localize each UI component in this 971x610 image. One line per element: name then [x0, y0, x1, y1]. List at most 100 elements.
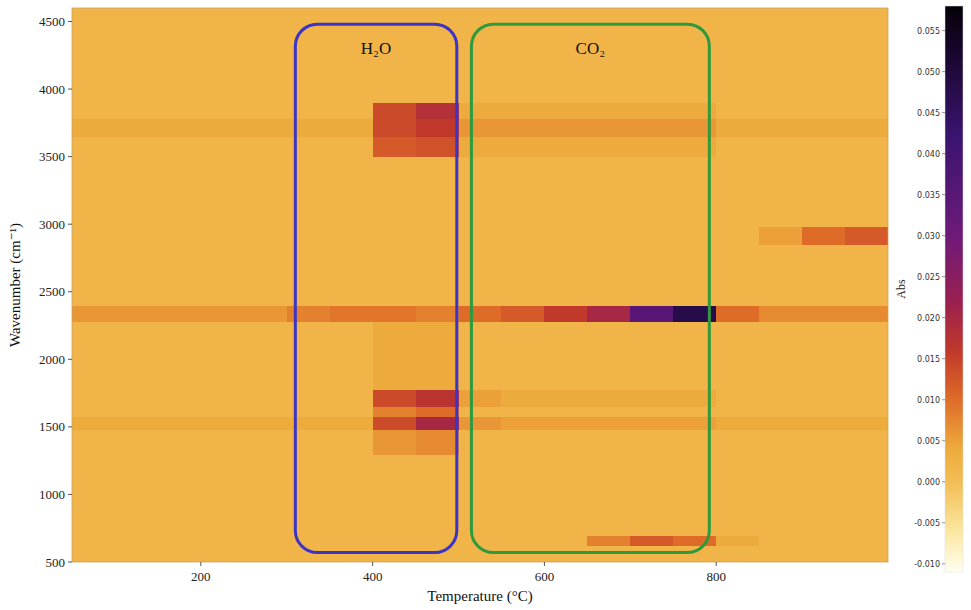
heat-cell	[544, 244, 588, 305]
heat-cell	[244, 321, 288, 389]
heat-cell	[287, 416, 331, 430]
heat-cell	[72, 8, 116, 103]
heat-cell	[373, 321, 417, 389]
heat-cell	[72, 535, 116, 546]
heat-cell	[845, 430, 888, 455]
heat-cell	[802, 103, 846, 120]
colorbar-tick-label: 0.025	[917, 273, 940, 282]
colorbar-tick-label: 0.035	[917, 191, 940, 200]
heat-cell	[115, 321, 159, 389]
heat-cell	[72, 389, 116, 407]
heat-cell	[244, 8, 288, 103]
heat-cell	[759, 8, 803, 103]
heat-cell	[587, 119, 631, 137]
heat-cell	[115, 454, 159, 536]
heat-cell	[373, 305, 417, 322]
heat-cell	[244, 407, 288, 417]
heat-cell	[115, 157, 159, 228]
heat-cell	[716, 157, 760, 228]
heat-cell	[115, 546, 159, 562]
heat-cell	[501, 244, 545, 305]
heat-cell	[373, 136, 417, 157]
heat-cell	[373, 535, 417, 546]
heat-cell	[158, 119, 202, 137]
heat-cell	[201, 8, 245, 103]
x-tick	[200, 562, 201, 566]
heat-cell	[501, 305, 545, 322]
heat-cell	[115, 8, 159, 103]
heat-cell	[115, 535, 159, 546]
colorbar-tick-label: 0.000	[917, 478, 940, 487]
heat-cell	[287, 430, 331, 455]
heat-cell	[716, 244, 760, 305]
heat-cell	[287, 305, 331, 322]
heat-cell	[802, 416, 846, 430]
heat-cell	[501, 430, 545, 455]
heat-cell	[158, 546, 202, 562]
heat-cell	[287, 454, 331, 536]
heat-cell	[72, 407, 116, 417]
colorbar-tick-label: 0.050	[917, 68, 940, 77]
heat-cell	[416, 157, 460, 228]
heat-cell	[544, 119, 588, 137]
heat-cell	[373, 227, 417, 245]
heat-cell	[716, 546, 760, 562]
heat-cell	[201, 454, 245, 536]
heat-cell	[287, 389, 331, 407]
y-tick-label: 2500	[39, 284, 65, 299]
heat-cell	[544, 454, 588, 536]
heat-cell	[501, 416, 545, 430]
heat-cell	[373, 119, 417, 137]
heat-cell	[158, 244, 202, 305]
heat-cell	[201, 389, 245, 407]
colorbar-tick-label: 0.040	[917, 150, 940, 159]
heat-cell	[845, 136, 888, 157]
heat-cell	[115, 244, 159, 305]
heat-cell	[630, 407, 674, 417]
heat-cell	[544, 227, 588, 245]
heat-cell	[201, 535, 245, 546]
y-tick-label: 3500	[39, 149, 65, 164]
heat-cell	[244, 430, 288, 455]
x-tick	[372, 562, 373, 566]
heat-cell	[501, 8, 545, 103]
colorbar-tick	[942, 235, 945, 236]
heat-cell	[416, 416, 460, 430]
heat-cell	[373, 416, 417, 430]
heat-cell	[630, 227, 674, 245]
heat-cell	[416, 8, 460, 103]
heat-cell	[802, 8, 846, 103]
heat-cell	[673, 535, 717, 546]
colorbar-tick-label: -0.010	[914, 560, 940, 569]
heat-cell	[201, 305, 245, 322]
heat-cell	[244, 535, 288, 546]
heat-cell	[587, 416, 631, 430]
heat-cell	[330, 227, 374, 245]
heat-cell	[845, 389, 888, 407]
heat-cell	[544, 305, 588, 322]
heat-cell	[630, 103, 674, 120]
heat-cell	[845, 119, 888, 137]
heat-cell	[501, 136, 545, 157]
heat-cell	[373, 389, 417, 407]
heat-cell	[587, 321, 631, 389]
heat-cell	[115, 430, 159, 455]
heat-cell	[459, 157, 503, 228]
heat-cell	[158, 454, 202, 536]
heat-cell	[759, 535, 803, 546]
heat-cell	[244, 416, 288, 430]
heat-cell	[72, 430, 116, 455]
heat-cell	[115, 407, 159, 417]
heat-cell	[72, 454, 116, 536]
chart: H₂OCO₂5001000150020002500300035004000450…	[0, 0, 971, 610]
heat-cell	[158, 389, 202, 407]
heat-cell	[115, 305, 159, 322]
heat-cell	[287, 407, 331, 417]
colorbar-tick	[942, 440, 945, 441]
x-axis-title: Temperature (°C)	[427, 588, 532, 605]
heat-cell	[459, 389, 503, 407]
heat-cell	[201, 136, 245, 157]
heat-cell	[416, 244, 460, 305]
heat-cell	[330, 416, 374, 430]
heat-cell	[72, 136, 116, 157]
